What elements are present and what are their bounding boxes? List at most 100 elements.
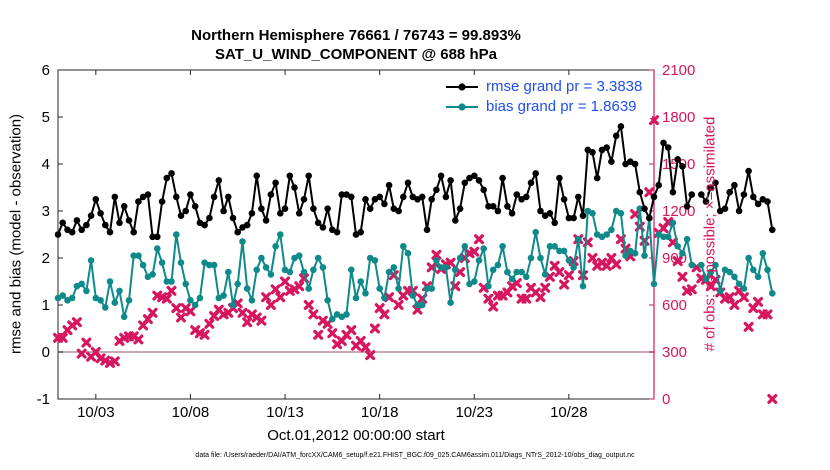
obs-count-marker [71, 317, 82, 328]
obs-count-marker [540, 282, 551, 293]
obs-count-marker [265, 300, 276, 310]
bias-point [650, 280, 658, 288]
bias-point [608, 226, 615, 234]
rmse-point [740, 191, 748, 198]
rmse-point [537, 207, 544, 215]
bias-point [400, 243, 407, 250]
rmse-point [243, 221, 251, 229]
rmse-point [735, 207, 743, 215]
rmse-point [154, 233, 161, 241]
y-axis-label-right: # of obs: o=possible; ×=assimilated [701, 116, 719, 352]
bias-point [404, 250, 412, 257]
bias-point [168, 278, 175, 285]
obs-count-marker [270, 284, 281, 295]
legend: rmse grand pr = 3.3838 bias grand pr = 1… [440, 76, 652, 118]
rmse-point [125, 217, 133, 224]
bias-point [461, 243, 469, 250]
bias-point [210, 261, 218, 269]
bias-point [418, 301, 426, 309]
bias-point [243, 285, 251, 292]
bias-point [414, 301, 421, 309]
bias-point [433, 257, 440, 264]
bias-point [310, 266, 317, 274]
chart-subtitle: SAT_U_WIND_COMPONENT @ 688 hPa [215, 46, 497, 63]
rmse-point [229, 214, 237, 222]
bias-point [641, 252, 648, 259]
obs-count-marker [724, 292, 735, 303]
rmse-point [376, 193, 384, 201]
bias-point [395, 285, 402, 292]
rmse-point [267, 191, 275, 198]
bias-point [712, 261, 719, 269]
rmse-point [608, 158, 615, 165]
obs-count-marker [237, 307, 248, 318]
rmse-point [674, 156, 681, 163]
rmse-point [504, 203, 511, 210]
rmse-point [527, 179, 535, 187]
obs-count-marker [630, 209, 641, 220]
rmse-point [362, 196, 369, 203]
obs-count-marker [322, 318, 333, 329]
y-tick-label: 4 [42, 156, 50, 173]
rmse-point [277, 210, 284, 217]
bias-point [253, 266, 260, 274]
bias-point [362, 290, 369, 297]
rmse-point [683, 203, 691, 210]
bias-point [381, 294, 388, 302]
rmse-point [589, 149, 596, 156]
bias-point [187, 297, 194, 304]
bias-point [541, 271, 549, 278]
y-tick-label: 0 [42, 344, 50, 361]
rmse-point [295, 210, 303, 217]
bias-point [158, 259, 166, 267]
rmse-point [750, 193, 757, 201]
bias-point [68, 294, 76, 302]
bias-point [423, 285, 431, 292]
rmse-point [173, 193, 180, 201]
bias-line [700, 252, 774, 294]
bias-point [182, 280, 189, 288]
obs-count-marker [313, 329, 324, 340]
obs-count-marker [412, 304, 423, 315]
obs-count-marker [76, 348, 87, 359]
rmse-point [262, 217, 270, 224]
rmse-point [286, 172, 294, 180]
rmse-point [702, 198, 710, 205]
rmse-point [187, 191, 194, 198]
y-axis-label-left: rmse and bias (model - observation) [7, 113, 25, 355]
obs-count-marker [587, 253, 598, 263]
x-tick-label: 10/13 [266, 404, 304, 421]
bias-point [513, 268, 521, 276]
rmse-point [135, 198, 142, 205]
y-tick-label: 1 [42, 297, 50, 314]
obs-count-marker [686, 284, 697, 295]
obs-count-marker [431, 249, 442, 260]
bias-point [352, 294, 360, 302]
bias-point [556, 247, 563, 255]
obs-count-marker [729, 300, 740, 310]
rmse-point [201, 221, 208, 229]
bias-point [664, 233, 672, 241]
rmse-point [225, 193, 232, 201]
rmse-point [68, 228, 76, 236]
rmse-point [593, 174, 601, 182]
rmse-point [324, 205, 331, 212]
rmse-point [120, 203, 128, 210]
bias-point [371, 257, 379, 264]
bias-point [688, 261, 696, 269]
obs-count-marker [303, 300, 314, 310]
bias-point [343, 311, 350, 318]
obs-count-marker [379, 309, 390, 320]
rmse-point [333, 228, 341, 236]
obs-count-marker [762, 309, 773, 320]
y-tick-label: 3 [42, 203, 50, 220]
rmse-point [489, 203, 497, 210]
bias-point [442, 264, 450, 271]
bias-point [551, 243, 558, 250]
rmse-point [381, 200, 388, 208]
rmse-point [560, 196, 568, 203]
rmse-point [272, 179, 279, 187]
bias-point [87, 257, 95, 264]
bias-point [319, 264, 327, 271]
x-tick-label: 10/08 [172, 404, 210, 421]
